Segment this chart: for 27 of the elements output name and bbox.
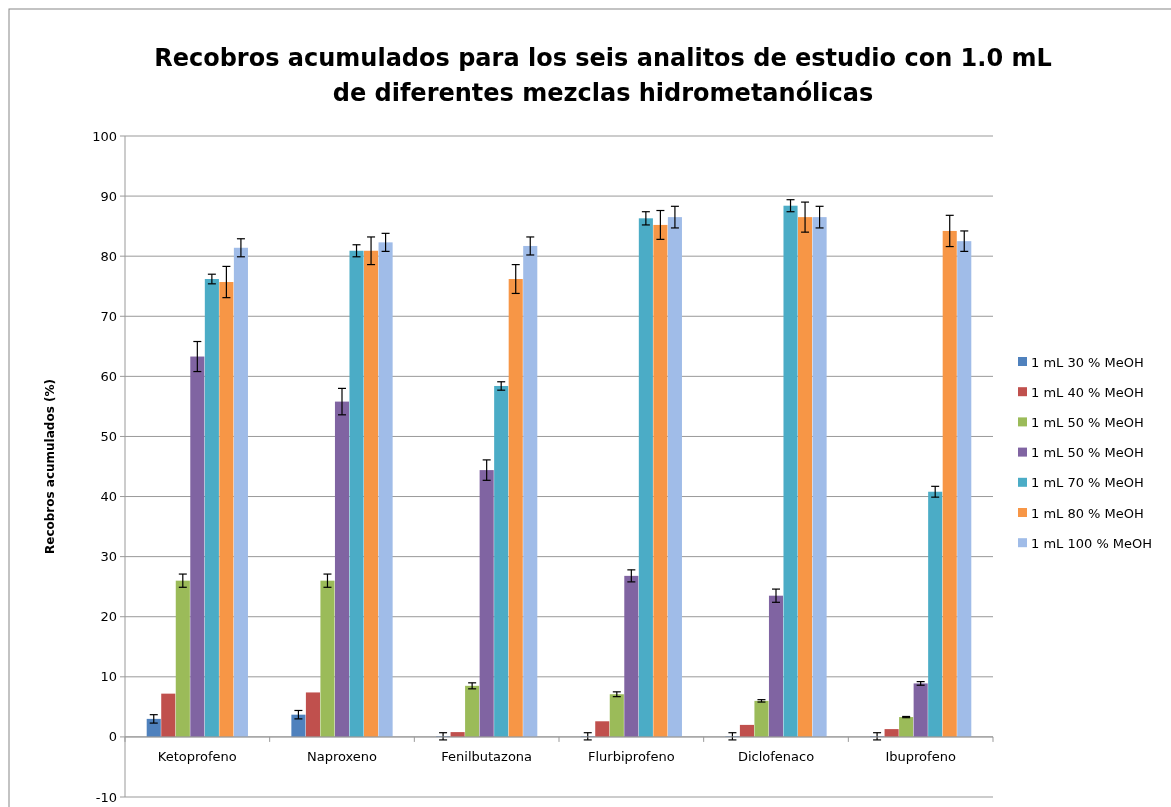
y-tick-label: 20 <box>100 609 117 625</box>
y-tick-label: 90 <box>100 188 117 204</box>
y-tick-label: 100 <box>92 128 117 144</box>
legend-label: 1 mL 50 % MeOH <box>1031 445 1144 461</box>
x-tick-label: Naproxeno <box>306 748 378 764</box>
legend-label: 1 mL 70 % MeOH <box>1031 475 1144 491</box>
x-tick-label: Ketoprofeno <box>157 748 237 764</box>
legend-label: 1 mL 80 % MeOH <box>1031 505 1144 521</box>
chart-title: Recobros acumulados para los seis analitos de estudio con 1.0 mL de diferentes mezclas hidrometanólicas <box>154 44 1052 107</box>
y-tick-label: 10 <box>100 669 117 685</box>
y-tick-label: 50 <box>100 429 117 444</box>
y-tick-label: 60 <box>100 368 117 384</box>
legend-label: 1 mL 100 % MeOH <box>1031 535 1153 551</box>
y-axis-title: Recobros acumulados (%) <box>43 379 57 554</box>
y-tick-label: 80 <box>100 248 117 264</box>
y-tick-label: 70 <box>100 308 117 324</box>
y-tick-label: 30 <box>100 549 117 565</box>
x-tick-label: Flurbiprofeno <box>588 748 675 764</box>
legend-label: 1 mL 30 % MeOH <box>1031 354 1144 370</box>
y-tick-label: 40 <box>100 489 117 505</box>
y-tick-label: 0 <box>108 729 117 745</box>
legend-label: 1 mL 50 % MeOH <box>1031 414 1144 430</box>
legend-label: 1 mL 40 % MeOH <box>1031 384 1144 400</box>
y-tick-label: -10 <box>95 789 117 805</box>
x-tick-label: Fenilbutazona <box>441 748 533 764</box>
x-tick-label: Ibuprofeno <box>885 748 956 764</box>
x-tick-label: Diclofenaco <box>737 748 815 764</box>
